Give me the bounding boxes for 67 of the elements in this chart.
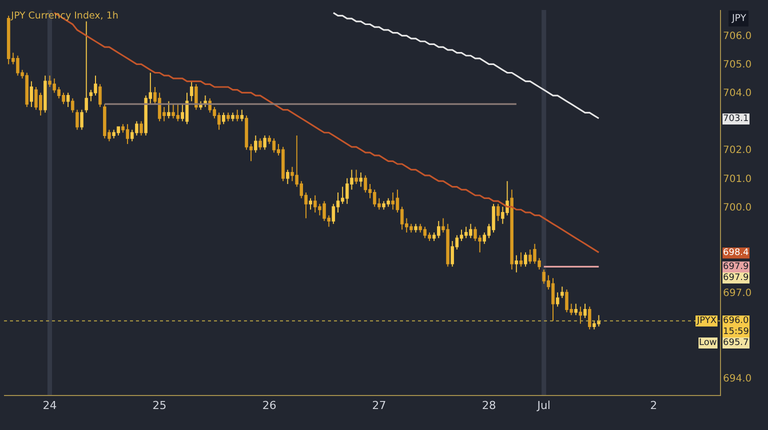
y-tick-label: 706.0 bbox=[723, 31, 752, 42]
y-tick-label: 697.0 bbox=[723, 288, 752, 299]
annotation: 696.0 bbox=[723, 316, 750, 326]
line-series bbox=[332, 12, 600, 120]
candlestick bbox=[359, 172, 362, 188]
candlestick bbox=[281, 146, 285, 182]
y-axis-title: JPY bbox=[731, 13, 746, 24]
candlestick bbox=[80, 109, 84, 130]
candlestick bbox=[84, 20, 88, 114]
candlestick bbox=[510, 189, 514, 270]
candlestick bbox=[204, 95, 207, 108]
candlestick bbox=[286, 169, 290, 184]
candlestick bbox=[354, 169, 358, 184]
annotation: JPYX bbox=[696, 316, 717, 326]
candlestick bbox=[574, 303, 578, 316]
candlestick bbox=[519, 252, 523, 268]
candlestick bbox=[30, 80, 34, 108]
text: 697.9 bbox=[723, 273, 750, 283]
candlestick bbox=[98, 84, 102, 108]
annotation: Low bbox=[699, 338, 717, 348]
candlestick bbox=[140, 120, 143, 136]
candlestick bbox=[190, 80, 194, 102]
candlestick bbox=[167, 100, 170, 119]
x-tick-label: 25 bbox=[152, 399, 167, 412]
candlestick bbox=[126, 124, 130, 145]
candlestick bbox=[226, 112, 230, 122]
x-tick-label: 26 bbox=[262, 399, 276, 412]
annotation: 697.9 bbox=[723, 262, 750, 272]
candlestick bbox=[556, 292, 560, 308]
x-tick-label: 27 bbox=[372, 399, 386, 412]
annotation: 703.1 bbox=[723, 114, 749, 124]
candlestick bbox=[560, 286, 564, 299]
candlestick bbox=[414, 223, 418, 233]
annotation: 698.4 bbox=[723, 248, 750, 258]
x-tick-label: 28 bbox=[482, 399, 496, 412]
text: 15:59 bbox=[723, 327, 750, 337]
candlestick bbox=[222, 112, 226, 125]
candlestick bbox=[524, 252, 528, 268]
candlestick bbox=[71, 98, 74, 114]
candlestick bbox=[236, 109, 239, 122]
candlestick bbox=[263, 134, 266, 150]
text: 695.7 bbox=[723, 338, 749, 348]
y-tick-label: 704.0 bbox=[723, 88, 752, 100]
candlestick bbox=[578, 306, 582, 324]
y-tick-label: 701.0 bbox=[723, 174, 752, 185]
candlestick bbox=[583, 303, 587, 318]
candlestick bbox=[496, 203, 500, 222]
x-tick-label: Jul bbox=[536, 399, 550, 412]
candlestick bbox=[44, 75, 47, 114]
candlestick bbox=[66, 92, 70, 108]
x-tick-label: 2 bbox=[650, 399, 658, 412]
candlestick bbox=[194, 84, 198, 110]
candlestick bbox=[308, 198, 312, 210]
y-tick-label: 694.0 bbox=[723, 373, 752, 384]
candlestick bbox=[258, 138, 262, 150]
y-tick-label: 705.0 bbox=[723, 60, 752, 71]
y-tick-label: 702.0 bbox=[723, 145, 752, 156]
candlestick bbox=[185, 92, 189, 125]
x-tick-label: 24 bbox=[42, 399, 57, 412]
candlestick bbox=[76, 109, 79, 130]
candlestick bbox=[240, 109, 244, 122]
candlestick bbox=[254, 134, 258, 154]
candlestick bbox=[514, 254, 518, 273]
y-tick-label: 700.0 bbox=[723, 202, 752, 214]
candlestick bbox=[551, 278, 555, 322]
candlestick bbox=[231, 112, 234, 122]
candlestick bbox=[588, 306, 592, 330]
